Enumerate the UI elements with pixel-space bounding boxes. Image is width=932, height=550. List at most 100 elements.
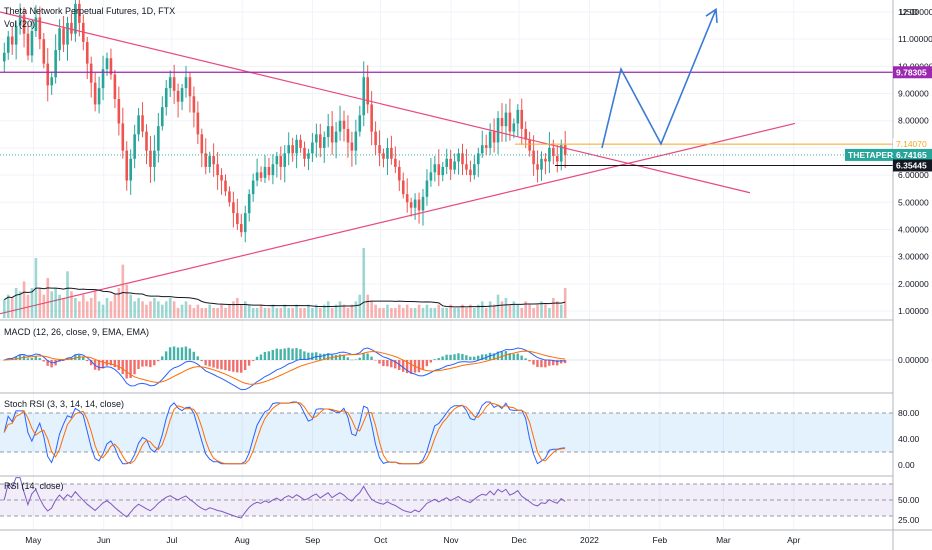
- macd-histogram-bar: [445, 354, 448, 360]
- time-tick-label: Apr: [787, 535, 800, 545]
- volume-bar: [113, 294, 117, 318]
- price-tick-label: 12.00000: [898, 7, 932, 17]
- candle-body: [34, 17, 38, 32]
- macd-histogram-bar: [34, 356, 37, 360]
- macd-histogram-bar: [342, 355, 346, 360]
- macd-histogram-bar: [82, 357, 85, 360]
- volume-bar: [401, 308, 405, 318]
- volume-bar: [212, 308, 215, 318]
- volume-bar: [145, 304, 148, 318]
- candle-body: [255, 172, 259, 181]
- candle-body: [180, 88, 184, 102]
- candle-body: [484, 145, 488, 148]
- volume-bar: [275, 308, 279, 318]
- candle-body: [500, 118, 504, 127]
- macd-histogram-bar: [101, 360, 105, 369]
- macd-histogram-bar: [232, 360, 235, 372]
- candle-body: [259, 172, 263, 178]
- volume-ma-line: [4, 287, 566, 308]
- macd-histogram-bar: [255, 356, 259, 360]
- volume-bar: [42, 294, 46, 318]
- volume-bar: [22, 281, 26, 318]
- candle-body: [401, 180, 405, 195]
- price-tick-label: 8.00000: [898, 116, 929, 126]
- macd-histogram-bar: [425, 360, 429, 367]
- candle-body: [101, 69, 105, 89]
- volume-bar: [228, 304, 231, 318]
- volume-bar: [445, 308, 448, 318]
- macd-histogram-bar: [484, 354, 488, 360]
- candle-body: [236, 213, 239, 225]
- time-axis[interactable]: May Jun Jul Aug Sep Oct Nov Dec 2022 Feb Mar Apr: [25, 535, 800, 545]
- candle-body: [508, 112, 512, 132]
- macd-histogram-bar: [338, 354, 342, 360]
- candle-body: [240, 224, 243, 233]
- macd-histogram-bar: [532, 360, 535, 365]
- macd-histogram-bar: [26, 358, 30, 360]
- time-tick-label: Sep: [305, 535, 320, 545]
- volume-bar: [508, 304, 512, 318]
- volume-bar: [362, 248, 366, 318]
- stoch-tick-label: 40.00: [898, 434, 920, 444]
- rsi-pane: 50.00 25.00: [0, 477, 920, 525]
- candle-body: [425, 180, 429, 197]
- macd-histogram-bar: [279, 349, 282, 360]
- price-tick-label: 5.00000: [898, 197, 929, 207]
- volume-bar: [251, 308, 255, 318]
- volume-bar: [319, 308, 322, 318]
- symbol-tag: THETAPERP: [848, 150, 899, 160]
- volume-bar: [512, 301, 516, 318]
- candle-body: [540, 158, 543, 170]
- candle-body: [228, 191, 231, 203]
- candle-body: [85, 41, 89, 64]
- candle-body: [200, 134, 204, 154]
- volume-bar: [70, 291, 73, 318]
- macd-histogram-bar: [480, 354, 484, 360]
- macd-histogram-bar: [243, 360, 247, 371]
- price-pane[interactable]: [0, 0, 893, 315]
- candle-body: [374, 131, 377, 146]
- volume-bar: [157, 301, 160, 318]
- volume-bar: [200, 308, 204, 318]
- volume-bar: [89, 298, 93, 318]
- macd-histogram-bar: [200, 360, 203, 362]
- volume-bar: [484, 308, 488, 318]
- volume-bar: [421, 308, 425, 318]
- volume-bar: [283, 304, 287, 318]
- candle-body: [54, 50, 57, 78]
- macd-histogram-bar: [30, 357, 34, 360]
- macd-histogram-bar: [374, 360, 377, 361]
- candle-body: [492, 131, 496, 143]
- volume-bar: [255, 308, 259, 318]
- candle-body: [129, 158, 132, 181]
- volume-bar: [3, 299, 6, 318]
- macd-histogram-bar: [125, 360, 128, 379]
- volume-bar: [192, 308, 196, 318]
- volume-bar: [465, 308, 468, 318]
- volume-bar: [544, 304, 547, 318]
- macd-histogram-bar: [89, 360, 93, 366]
- candle-body: [445, 158, 448, 167]
- macd-histogram-bar: [228, 360, 231, 371]
- macd-histogram-bar: [204, 360, 207, 366]
- candle-body: [30, 31, 34, 56]
- macd-histogram-bar: [500, 351, 504, 360]
- macd-histogram-bar: [157, 360, 160, 362]
- candle-body: [433, 164, 437, 173]
- volume-bar: [97, 301, 101, 318]
- candle-body: [354, 131, 358, 151]
- macd-histogram-bar: [453, 354, 456, 360]
- volume-bar: [413, 308, 417, 318]
- macd-histogram-bar: [405, 360, 409, 374]
- price-axis[interactable]: 12.0000011.0000010.000009.000008.000007.…: [845, 7, 932, 316]
- volume-bar: [184, 301, 188, 318]
- macd-histogram-bar: [149, 360, 152, 368]
- candle-body: [477, 153, 480, 165]
- volume-bar: [326, 301, 330, 318]
- macd-histogram-bar: [421, 360, 425, 370]
- candle-body: [512, 123, 516, 132]
- volume-bar: [473, 308, 476, 318]
- last-price-tag: 6.74165: [896, 150, 927, 160]
- last-price-tag-bg: [893, 148, 932, 161]
